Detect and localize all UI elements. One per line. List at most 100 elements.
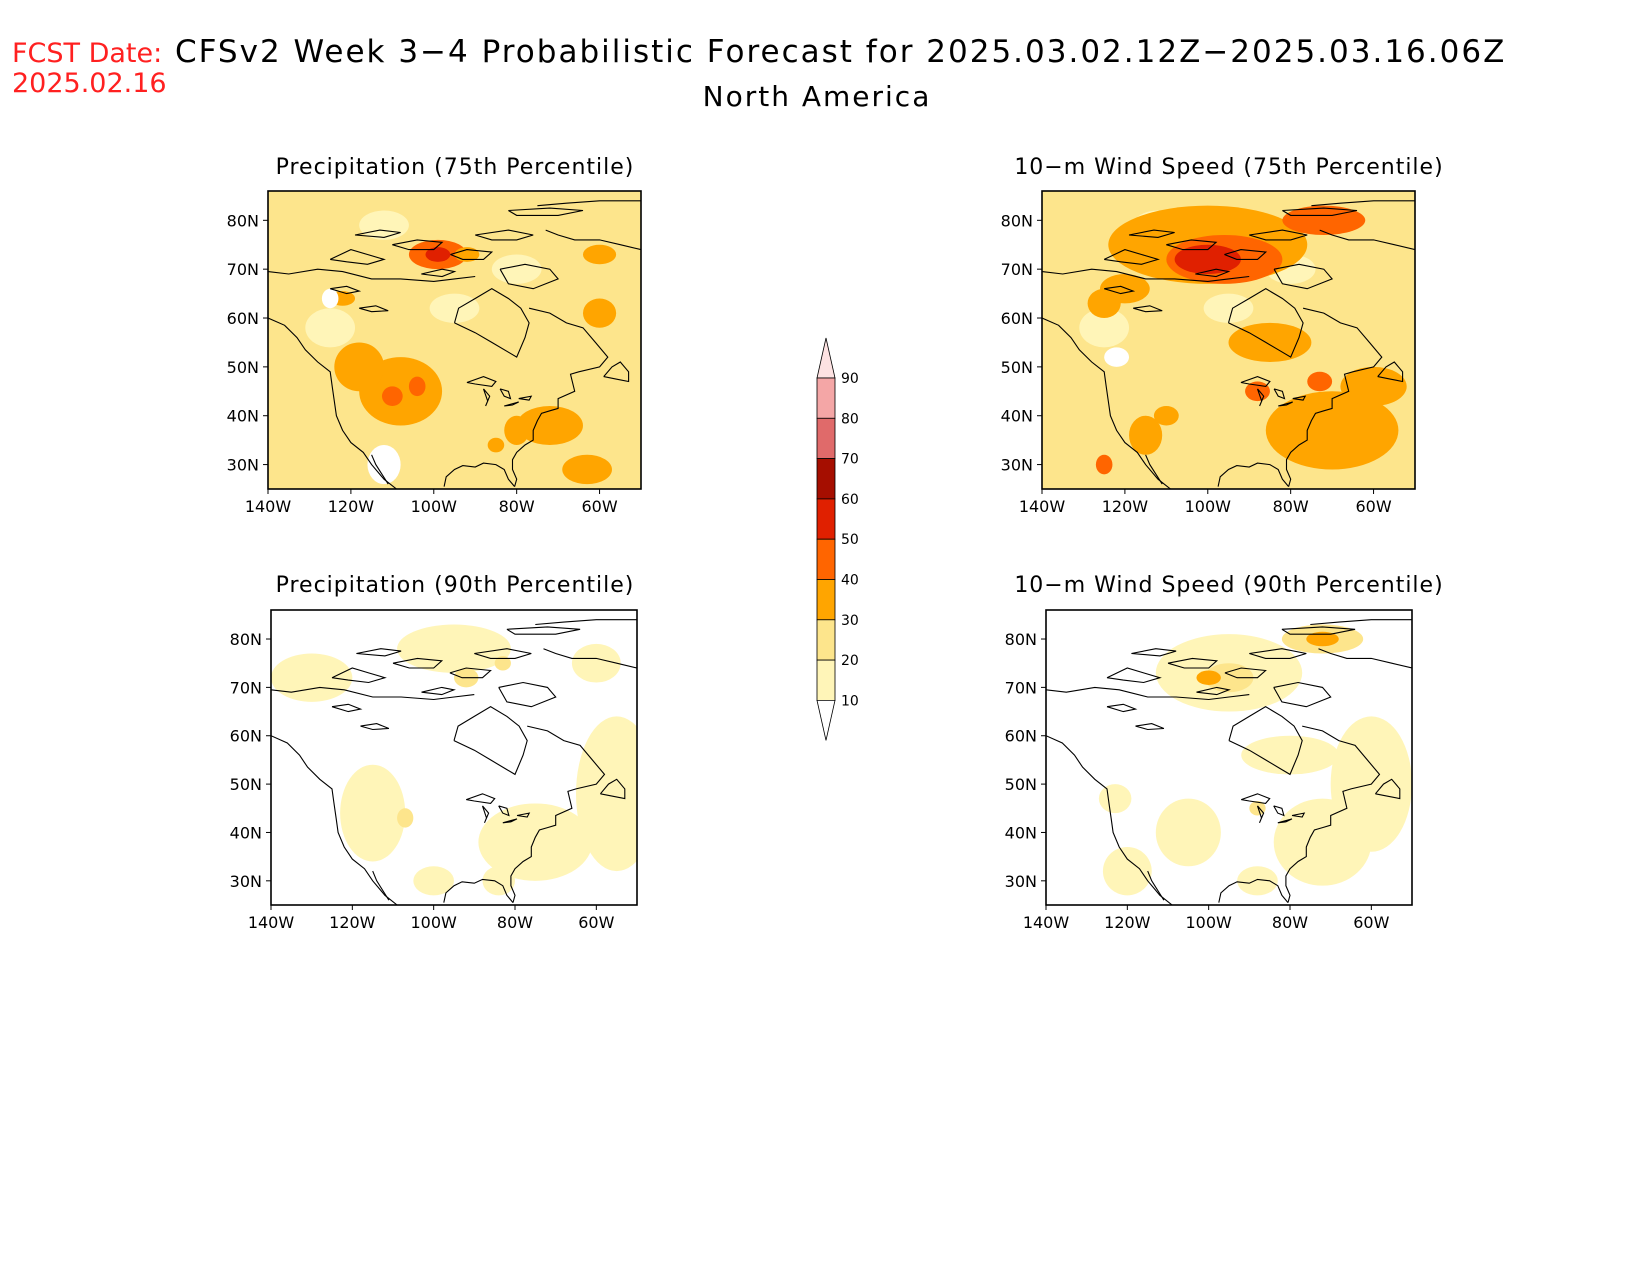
coastline <box>1104 285 1136 295</box>
coastline <box>392 657 444 669</box>
coastline <box>1195 268 1231 278</box>
coastline <box>475 229 534 241</box>
lon-label: 120W <box>1104 913 1151 932</box>
coastline <box>450 249 494 260</box>
field-patch <box>571 643 621 683</box>
coastline <box>1228 706 1303 776</box>
field-patch <box>429 293 480 323</box>
coastline <box>1240 376 1271 387</box>
map-panel: 10−m Wind Speed (90th Percentile) 80N 70N 6… <box>1005 573 1443 932</box>
probability-field <box>1042 191 1415 489</box>
field-patch <box>1129 415 1163 455</box>
coastline <box>271 735 398 905</box>
coastline <box>1374 778 1401 800</box>
field-patch <box>1095 454 1113 475</box>
field-patch <box>1062 634 1103 664</box>
field-patch <box>321 288 339 309</box>
coastline <box>453 706 528 776</box>
coastline <box>1249 229 1308 241</box>
lat-label: 60N <box>230 727 262 746</box>
field-patch <box>340 764 406 862</box>
coastline <box>1249 648 1307 659</box>
coastline <box>1310 619 1412 626</box>
coastline <box>331 667 387 684</box>
field-patch <box>1153 405 1179 426</box>
coastline <box>518 395 533 401</box>
coastline <box>1291 812 1306 818</box>
coastline <box>599 778 626 800</box>
coastline <box>360 723 390 731</box>
lat-label: 50N <box>1001 358 1033 377</box>
map-frame <box>1045 609 1413 906</box>
field-patch <box>413 866 454 896</box>
lat-label: 80N <box>227 211 259 230</box>
lat-label: 30N <box>1005 872 1037 891</box>
lon-label: 120W <box>328 497 375 516</box>
lon-label: 80W <box>499 497 535 516</box>
coastline <box>537 200 641 207</box>
lat-label: 60N <box>1005 727 1037 746</box>
coastline <box>1224 249 1268 260</box>
colorbar-box <box>816 619 836 661</box>
field-patch <box>1237 866 1278 896</box>
field-patch <box>271 653 353 702</box>
coastline <box>1131 648 1177 657</box>
lon-label: 80W <box>1272 913 1308 932</box>
coastline <box>535 619 637 626</box>
lon-label: 80W <box>497 913 533 932</box>
colorbar-label: 30 <box>841 613 859 629</box>
coastline <box>443 878 514 903</box>
coastline <box>1042 268 1250 282</box>
colorbar-label: 20 <box>841 653 859 669</box>
coastline <box>1046 735 1173 905</box>
map-frame <box>1041 190 1416 490</box>
lon-label: 120W <box>329 913 376 932</box>
coastline <box>482 388 491 407</box>
coastline <box>449 667 492 679</box>
coastline <box>1318 648 1412 669</box>
coastline <box>1196 686 1231 696</box>
coastline <box>466 376 497 387</box>
colorbar: 90 80 70 60 50 40 30 20 10 <box>816 337 859 741</box>
field-patch <box>1340 366 1407 406</box>
lon-label: 140W <box>1023 913 1070 932</box>
field-patch <box>582 244 617 265</box>
colorbar-label: 70 <box>841 452 859 468</box>
field-patch <box>576 716 637 872</box>
coastline <box>1273 681 1332 708</box>
coastline <box>481 805 490 824</box>
lon-label: 60W <box>1355 497 1391 516</box>
map-panel: Precipitation (75th Percentile) 80N 70N 60N… <box>227 155 642 516</box>
coastline <box>474 648 532 659</box>
coastline <box>545 229 641 251</box>
lon-label: 60W <box>581 497 617 516</box>
coastline <box>1147 870 1165 901</box>
field-patch <box>482 866 515 896</box>
lon-label: 140W <box>1019 497 1066 516</box>
coastline <box>1319 229 1415 251</box>
coastline <box>1217 462 1290 487</box>
coastline <box>1285 307 1383 487</box>
coastline <box>268 317 397 489</box>
field-patch <box>1306 631 1339 647</box>
coastline <box>1285 725 1381 903</box>
coastline <box>443 462 516 487</box>
lat-label: 30N <box>227 456 259 475</box>
lat-label: 70N <box>227 260 259 279</box>
lat-label: 70N <box>230 678 262 697</box>
colorbar-box <box>816 417 836 459</box>
coastline <box>1227 288 1304 358</box>
field-patch <box>397 624 511 673</box>
probability-field <box>271 610 637 905</box>
forecast-date-value: 2025.02.16 <box>12 68 167 99</box>
lat-label: 30N <box>230 872 262 891</box>
colorbar-box <box>816 659 836 701</box>
coastline <box>1046 686 1250 701</box>
coastline <box>1256 805 1265 824</box>
panel-title: 10−m Wind Speed (75th Percentile) <box>1014 155 1443 180</box>
field-patch <box>1098 784 1132 814</box>
colorbar-bottom-triangle <box>816 700 836 741</box>
coastline <box>498 805 510 817</box>
coastline <box>1042 317 1171 489</box>
